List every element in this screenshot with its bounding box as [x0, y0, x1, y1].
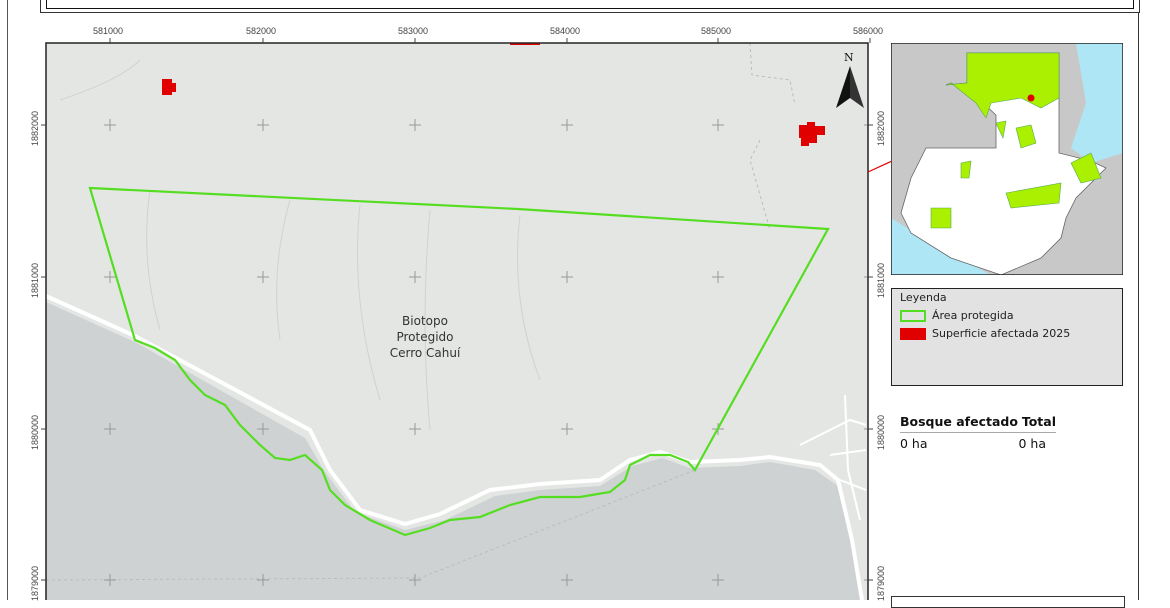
grid-crosses: [104, 119, 868, 586]
right-frame-line: [1138, 12, 1139, 600]
axis-ticks: [41, 38, 873, 581]
stats-value: 0 ha: [1018, 436, 1046, 451]
north-label: N: [844, 51, 854, 64]
legend-item-affected: Superficie afectada 2025: [900, 327, 1122, 340]
protected-area-label: Biotopo Protegido Cerro Cahuí: [380, 313, 470, 361]
map-frame: [45, 42, 869, 600]
x-tick-label: 584000: [550, 26, 581, 36]
stats-header: Total: [1021, 414, 1056, 429]
stats-table: Bosque afectado Total 0 ha 0 ha: [900, 414, 1056, 451]
label-line: Cerro Cahuí: [389, 346, 461, 360]
title-box: [40, 0, 1140, 13]
legend-item-label: Superficie afectada 2025: [932, 327, 1071, 340]
town-roads: [799, 394, 867, 521]
location-marker: [1027, 94, 1035, 102]
municipal-boundaries: [46, 43, 796, 581]
x-tick-label: 582000: [246, 26, 277, 36]
legend: Leyenda Área protegida Superficie afecta…: [891, 288, 1123, 386]
legend-item-label: Área protegida: [932, 309, 1014, 322]
x-tick-label: 581000: [93, 26, 124, 36]
x-tick-label: 583000: [398, 26, 429, 36]
affected-surface: [162, 43, 825, 146]
inset-locator-map: [891, 43, 1123, 275]
stats-value: 0 ha: [900, 436, 928, 451]
red-fill-swatch: [900, 327, 926, 340]
inset-ocean: [891, 43, 1123, 275]
lake-water: [46, 302, 862, 600]
green-outline-swatch: [900, 309, 926, 322]
north-arrow: N: [836, 51, 864, 108]
x-tick-label: 585000: [701, 26, 732, 36]
label-line: Protegido: [396, 330, 454, 344]
x-tick-label: 586000: [853, 26, 884, 36]
inset-protected-areas: [930, 52, 1102, 229]
protected-area-boundary: [88, 186, 830, 537]
bottom-panel: [891, 596, 1125, 608]
stats-header: Bosque afectado: [900, 414, 1018, 429]
legend-item-protected-area: Área protegida: [900, 309, 1122, 322]
page-frame-line: [7, 0, 8, 600]
label-line: Biotopo: [402, 314, 448, 328]
road: [46, 294, 864, 600]
title-box-inner: [46, 0, 1134, 9]
contour-lines: [59, 59, 541, 431]
legend-title: Leyenda: [900, 291, 947, 304]
